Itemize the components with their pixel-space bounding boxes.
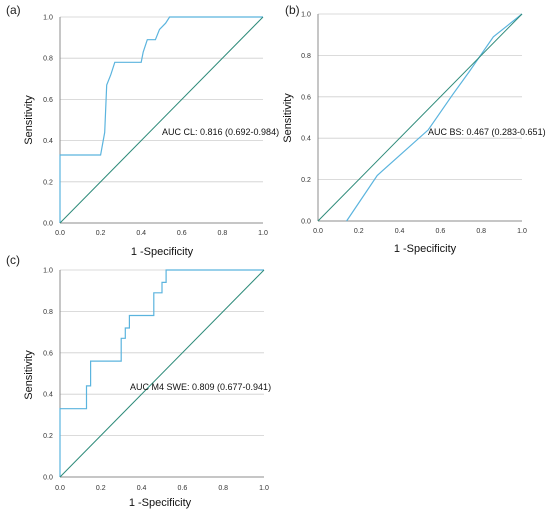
y-tick-label: 0.8 [43,309,53,316]
y-tick-label: 0.0 [301,219,311,226]
roc-panel-c: 0.0 0.2 0.4 0.6 0.8 1.0 0.0 0.2 0.4 0.6 0.8 1.0 (c) S… [6,253,271,509]
x-tick-label: 0.2 [96,230,106,237]
x-tick-label: 0.8 [218,230,228,237]
x-axis-title: 1 -Specificity [129,497,192,509]
y-axis-title: Sensitivity [23,95,35,145]
reference-diagonal [59,269,265,478]
panel-label: (a) [6,3,21,17]
y-tick-label: 0.6 [43,97,53,104]
y-tick-label: 0.0 [43,475,53,482]
x-tick-label: 0.8 [218,485,228,492]
y-tick-label: 0.8 [43,56,53,63]
y-tick-label: 1.0 [43,268,53,275]
x-tick-label: 0.4 [395,228,405,235]
y-tick-label: 0.2 [301,177,311,184]
reference-diagonal [317,13,523,222]
x-tick-label: 0.2 [96,485,106,492]
auc-annotation: AUC BS: 0.467 (0.283-0.651) [428,127,546,137]
y-tick-label: 0.2 [43,433,53,440]
y-tick-label: 0.2 [43,179,53,186]
y-tick-label: 0.6 [43,350,53,357]
x-tick-label: 1.0 [258,230,268,237]
y-tick-label: 0.0 [43,221,53,228]
auc-annotation: AUC CL: 0.816 (0.692-0.984) [162,127,279,137]
y-tick-label: 0.4 [301,136,311,143]
x-tick-label: 0.6 [436,228,446,235]
x-tick-label: 0.0 [55,485,65,492]
y-axis-title: Sensitivity [23,350,35,400]
x-tick-label: 0.6 [177,230,187,237]
roc-panel-b: 0.00.20.40.60.81.00.0 0.2 0.4 0.6 0.8 1.0(b)S… [282,3,546,255]
x-tick-label: 0.2 [354,228,364,235]
x-tick-label: 0.0 [55,230,65,237]
y-axis-title: Sensitivity [282,93,294,143]
y-tick-label: 1.0 [301,12,311,19]
roc-curve [59,269,264,477]
roc-curve [346,13,523,222]
x-tick-label: 0.4 [136,230,146,237]
x-axis-title: 1 -Specificity [131,246,194,258]
x-tick-label: 0.0 [313,228,323,235]
roc-curve [59,16,263,223]
y-tick-label: 0.4 [43,392,53,399]
y-tick-label: 0.6 [301,94,311,101]
x-axis-title: 1 -Specificity [394,243,457,255]
reference-diagonal [59,16,264,224]
panel-label: (b) [285,3,300,17]
x-tick-label: 0.8 [476,228,486,235]
y-tick-label: 0.4 [43,138,53,145]
x-tick-label: 1.0 [517,228,527,235]
roc-panel-a: 0.0 0.2 0.4 0.6 0.8 1.0 0.0 0.2 0.4 0.6 0.8 1.0 (a) S… [6,3,279,258]
x-tick-label: 0.6 [178,485,188,492]
auc-annotation: AUC M4 SWE: 0.809 (0.677-0.941) [130,382,271,392]
y-tick-label: 0.8 [301,53,311,60]
y-tick-label: 1.0 [43,15,53,22]
panel-label: (c) [6,253,20,267]
x-tick-label: 1.0 [259,485,269,492]
x-tick-label: 0.4 [137,485,147,492]
